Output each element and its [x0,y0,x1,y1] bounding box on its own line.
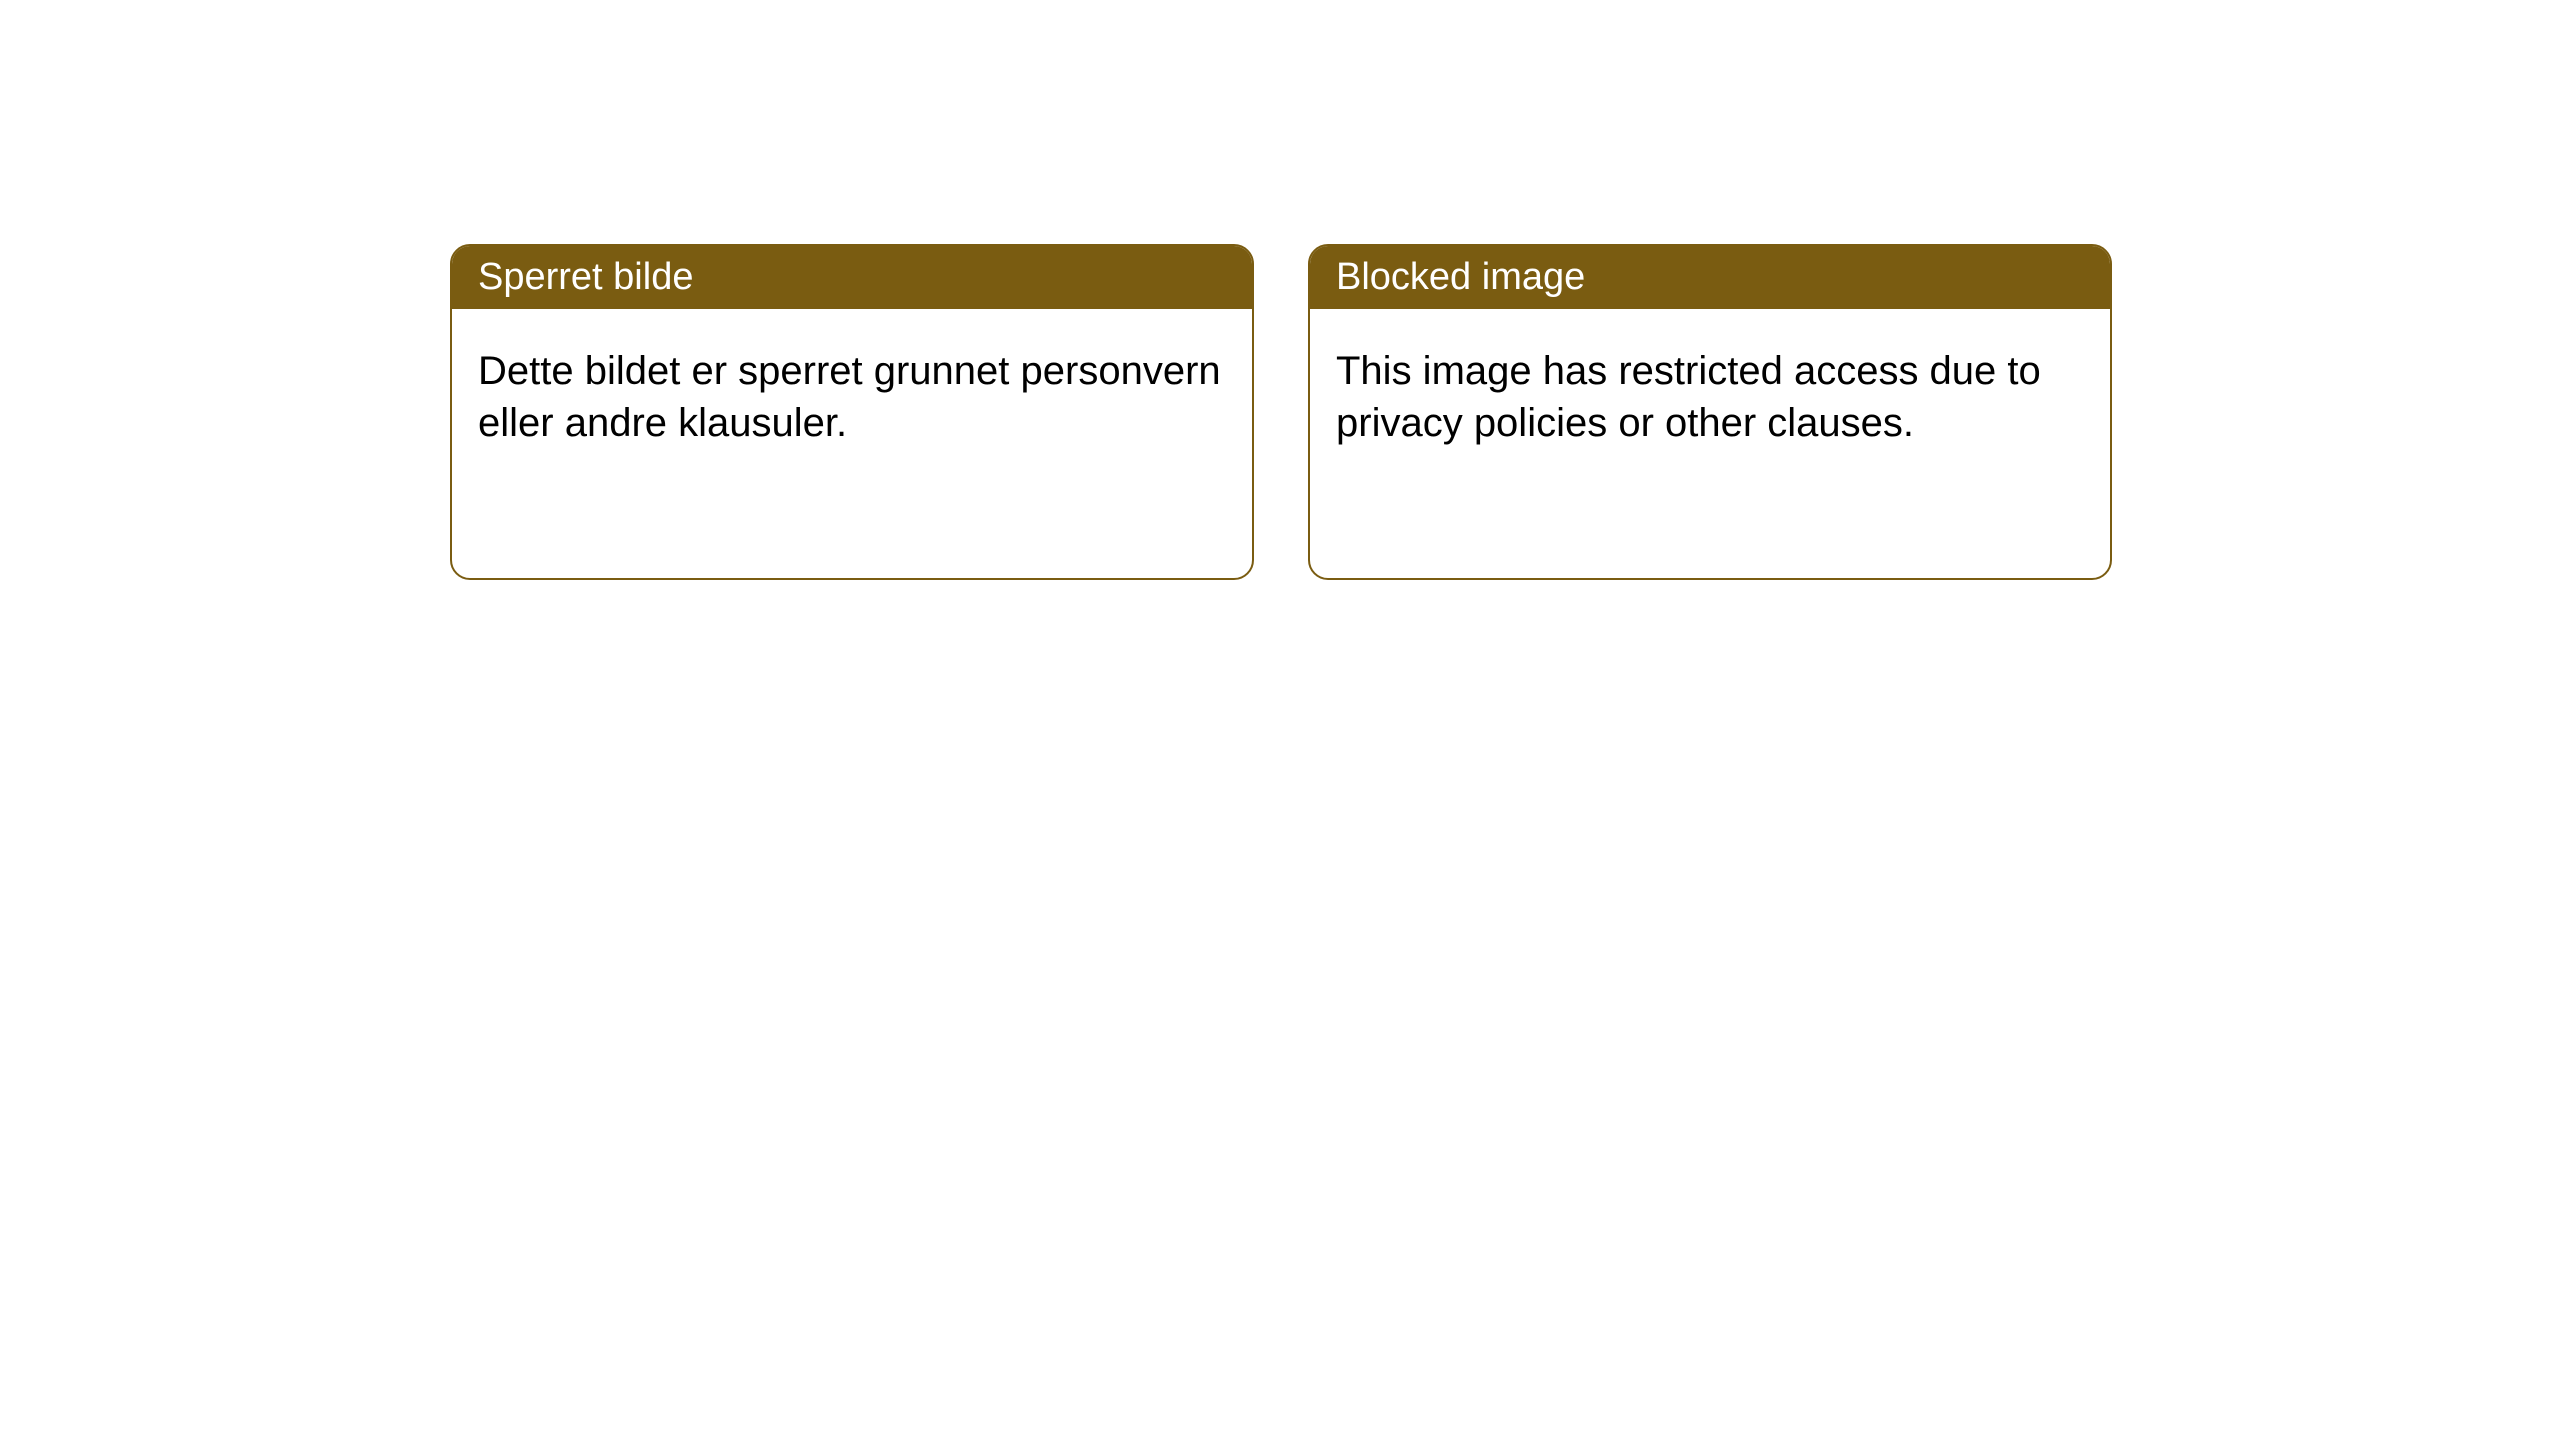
card-body-text: This image has restricted access due to … [1336,349,2041,445]
card-title: Sperret bilde [478,256,693,298]
notice-cards-container: Sperret bilde Dette bildet er sperret gr… [0,0,2560,580]
card-body: This image has restricted access due to … [1310,309,2110,485]
card-body: Dette bildet er sperret grunnet personve… [452,309,1252,485]
blocked-image-card-no: Sperret bilde Dette bildet er sperret gr… [450,244,1254,580]
blocked-image-card-en: Blocked image This image has restricted … [1308,244,2112,580]
card-header: Sperret bilde [452,246,1252,309]
card-header: Blocked image [1310,246,2110,309]
card-title: Blocked image [1336,256,1585,298]
card-body-text: Dette bildet er sperret grunnet personve… [478,349,1221,445]
